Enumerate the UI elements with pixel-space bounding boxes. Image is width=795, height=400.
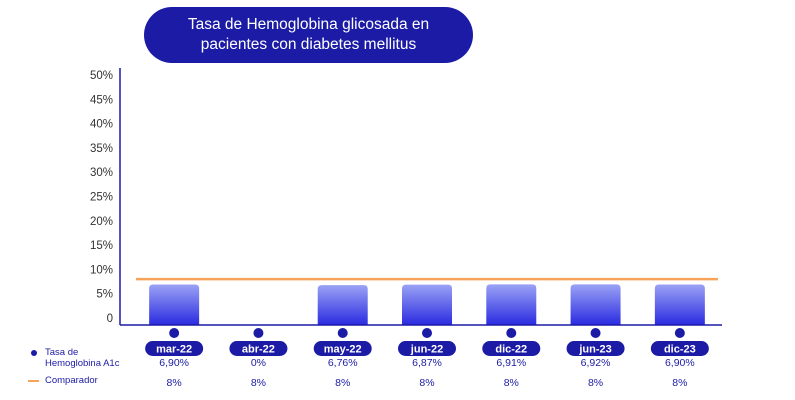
x-tick-label: dic-22 bbox=[495, 344, 527, 356]
data-label-hba1c: 6,76% bbox=[328, 357, 358, 369]
bar-may-22[interactable] bbox=[317, 285, 368, 325]
x-marker-dot bbox=[337, 328, 348, 338]
legend-label-hba1c: Tasa de Hemoglobina A1c bbox=[45, 347, 120, 369]
category-pill bbox=[313, 341, 372, 356]
data-label-comparator: 8% bbox=[672, 377, 687, 389]
chart-title: Tasa de Hemoglobina glicosada en pacient… bbox=[144, 7, 473, 63]
legend-label-comparator: Comparador bbox=[45, 375, 98, 386]
category-pill bbox=[145, 341, 204, 356]
y-tick-label: 10% bbox=[90, 264, 113, 276]
y-axis: 0 5% 10% 15% 20% 25% 30% 35% 40% 45% 50% bbox=[90, 68, 121, 325]
data-label-hba1c: 0% bbox=[251, 357, 266, 369]
legend-line-icon bbox=[28, 380, 39, 382]
y-tick-label: 40% bbox=[90, 119, 113, 131]
data-label-comparator: 8% bbox=[504, 377, 519, 389]
data-label-comparator: 8% bbox=[251, 377, 266, 389]
bar-jun-23[interactable] bbox=[570, 284, 621, 325]
y-tick-label: 35% bbox=[90, 143, 113, 155]
bar-dic-22[interactable] bbox=[486, 284, 537, 325]
category-pill bbox=[650, 341, 709, 356]
y-tick-label: 50% bbox=[90, 70, 113, 82]
y-tick-label: 20% bbox=[90, 216, 113, 228]
x-tick-label: may-22 bbox=[324, 344, 362, 356]
x-tick-label: abr-22 bbox=[242, 344, 275, 356]
data-label-hba1c: 6,87% bbox=[412, 357, 442, 369]
y-tick-label: 30% bbox=[90, 167, 113, 179]
data-label-comparator: 8% bbox=[167, 377, 182, 389]
data-label-comparator: 8% bbox=[419, 377, 434, 389]
x-tick-label: mar-22 bbox=[156, 344, 192, 356]
x-marker-dot bbox=[506, 328, 517, 338]
data-label-comparator: 8% bbox=[588, 377, 603, 389]
category-pill bbox=[482, 341, 541, 356]
legend-dot-icon bbox=[31, 350, 37, 356]
category-pill bbox=[229, 341, 288, 356]
data-label-hba1c: 6,91% bbox=[496, 357, 526, 369]
x-marker-dot bbox=[590, 328, 601, 338]
x-marker-dot bbox=[169, 328, 180, 338]
y-tick-label: 15% bbox=[90, 240, 113, 252]
data-label-hba1c: 6,92% bbox=[581, 357, 611, 369]
data-label-comparator: 8% bbox=[335, 377, 350, 389]
bar-series bbox=[149, 284, 705, 325]
x-marker-dot bbox=[253, 328, 264, 338]
y-tick-label: 5% bbox=[96, 289, 113, 301]
y-tick-label: 45% bbox=[90, 94, 113, 106]
category-pill bbox=[398, 341, 456, 356]
legend-item-hba1c[interactable]: Tasa de Hemoglobina A1c bbox=[28, 347, 135, 369]
data-labels: 6,90% 8% 0% 8% 6,76% 8% 6,87% 8% 6,91% 8% 6,92% 8% 6… bbox=[159, 357, 694, 389]
bar-dic-23[interactable] bbox=[654, 284, 705, 325]
x-marker-dot bbox=[674, 328, 685, 338]
data-label-hba1c: 6,90% bbox=[665, 357, 695, 369]
y-tick-label: 0 bbox=[107, 313, 113, 325]
bar-jun-22[interactable] bbox=[402, 284, 452, 325]
x-marker-dot bbox=[422, 328, 432, 338]
x-tick-label: dic-23 bbox=[664, 344, 696, 356]
category-pill bbox=[566, 341, 625, 356]
data-label-hba1c: 6,90% bbox=[159, 357, 189, 369]
chart-title-text: Tasa de Hemoglobina glicosada en pacient… bbox=[187, 16, 430, 53]
x-axis: mar-22 abr-22 may-22 jun-22 dic-22 jun-23 dic-… bbox=[120, 324, 722, 356]
y-tick-label: 25% bbox=[90, 192, 113, 204]
x-tick-label: jun-22 bbox=[410, 344, 443, 356]
legend-item-comparator[interactable]: Comparador bbox=[28, 375, 98, 386]
x-tick-label: jun-23 bbox=[578, 344, 611, 356]
bar-mar-22[interactable] bbox=[149, 284, 200, 325]
